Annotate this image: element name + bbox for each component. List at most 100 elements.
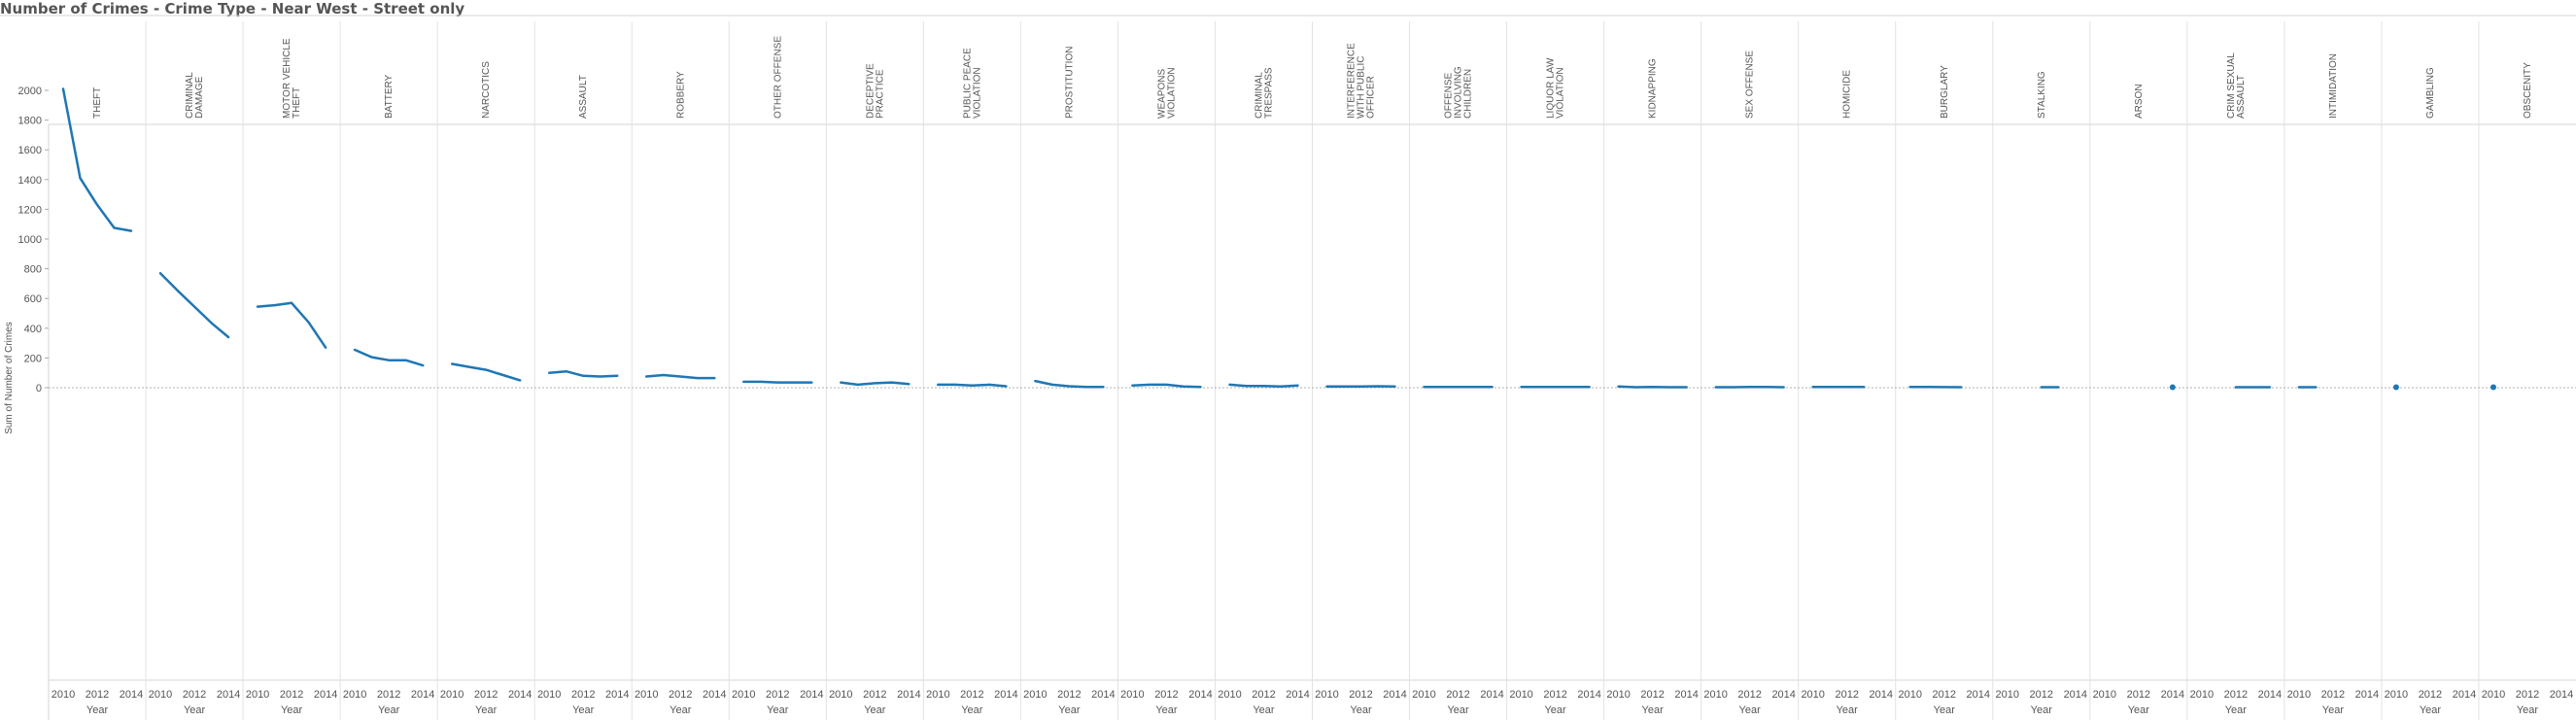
x-tick-label: 2012 (863, 689, 886, 701)
x-tick-label: 2014 (217, 689, 240, 701)
data-point (2490, 384, 2496, 391)
panel-header-label: INTERFERENCEWITH PUBLICOFFICER (1347, 43, 1377, 119)
series-line (937, 383, 1008, 388)
x-tick-label: 2010 (1509, 689, 1532, 701)
panel-header-label: ASSAULT (578, 75, 589, 119)
x-tick-label: 2014 (2258, 689, 2282, 701)
y-tick-label: 2000 (18, 86, 42, 97)
x-tick-label: 2012 (2224, 689, 2248, 701)
x-tick-label: 2010 (52, 689, 75, 701)
x-tick-label: 2012 (1057, 689, 1081, 701)
x-tick-label: 2014 (703, 689, 726, 701)
panel-header-label: BATTERY (384, 74, 395, 119)
x-tick-label: 2010 (246, 689, 269, 701)
data-point (2169, 384, 2176, 391)
x-tick-label: 2010 (1120, 689, 1144, 701)
x-tick-label: 2010 (1606, 689, 1630, 701)
y-tick-label: 1000 (18, 234, 42, 246)
x-tick-label: 2012 (1933, 689, 1956, 701)
x-tick-label: 2010 (1703, 689, 1727, 701)
x-tick-label: 2014 (605, 689, 629, 701)
x-tick-label: 2010 (926, 689, 949, 701)
x-axis-label: Year (767, 704, 789, 716)
panel-header-label: DECEPTIVEPRACTICE (865, 63, 885, 119)
chart-title: Number of Crimes - Crime Type - Near Wes… (0, 0, 465, 17)
series-line (61, 87, 133, 232)
x-axis-label: Year (1253, 704, 1275, 716)
panel-header-label: OTHER OFFENSE (773, 36, 783, 119)
x-tick-label: 2012 (377, 689, 400, 701)
x-tick-label: 2014 (994, 689, 1017, 701)
x-axis-label: Year (2128, 704, 2150, 716)
x-axis-label: Year (2225, 704, 2248, 716)
x-tick-label: 2010 (1315, 689, 1338, 701)
x-tick-label: 2010 (537, 689, 561, 701)
x-axis-label: Year (281, 704, 303, 716)
x-tick-label: 2010 (732, 689, 755, 701)
x-tick-label: 2010 (635, 689, 658, 701)
series-line (547, 369, 619, 378)
panel-header-label: CRIMINALDAMAGE (185, 72, 205, 119)
x-tick-label: 2010 (1898, 689, 1921, 701)
x-tick-label: 2012 (669, 689, 692, 701)
x-axis-label: Year (1155, 704, 1178, 716)
data-point (2392, 384, 2399, 391)
x-axis-label: Year (1837, 704, 1859, 716)
panel-header-label: HOMICIDE (1842, 70, 1853, 119)
x-tick-label: 2010 (2287, 689, 2311, 701)
x-tick-label: 2014 (2161, 689, 2184, 701)
x-tick-label: 2014 (1674, 689, 1698, 701)
x-axis-label: Year (1934, 704, 1956, 716)
panel-header-label: WEAPONSVIOLATION (1156, 67, 1177, 119)
x-tick-label: 2014 (120, 689, 143, 701)
x-tick-label: 2012 (1349, 689, 1372, 701)
x-tick-label: 2014 (1091, 689, 1115, 701)
x-tick-label: 2010 (1412, 689, 1435, 701)
x-tick-label: 2010 (149, 689, 172, 701)
x-tick-label: 2010 (2385, 689, 2408, 701)
panel-header-label: PUBLIC PEACEVIOLATION (962, 48, 982, 119)
x-axis-label: Year (864, 704, 886, 716)
x-axis-label: Year (475, 704, 498, 716)
x-tick-label: 2014 (2064, 689, 2087, 701)
x-tick-label: 2012 (1737, 689, 1761, 701)
x-tick-label: 2012 (1154, 689, 1178, 701)
series-line (1034, 379, 1105, 389)
panel-header-label: SEX OFFENSE (1745, 51, 1756, 119)
x-tick-label: 2014 (1967, 689, 1990, 701)
series-line (256, 301, 327, 349)
x-axis-label: Year (2322, 704, 2345, 716)
x-axis-label: Year (572, 704, 595, 716)
x-tick-label: 2010 (1996, 689, 2019, 701)
y-tick-label: 1400 (18, 175, 42, 187)
x-tick-label: 2012 (280, 689, 303, 701)
x-tick-label: 2012 (571, 689, 595, 701)
x-tick-label: 2012 (1446, 689, 1469, 701)
panel-header-label: PROSTITUTION (1064, 47, 1075, 119)
x-axis-label: Year (1544, 704, 1566, 716)
x-tick-label: 2014 (508, 689, 532, 701)
series-line (450, 362, 522, 382)
y-tick-label: 600 (24, 293, 42, 305)
x-tick-label: 2014 (897, 689, 920, 701)
x-tick-label: 2014 (314, 689, 337, 701)
panel-header-label: CRIMINALTRESPASS (1254, 67, 1274, 119)
x-tick-label: 2012 (1543, 689, 1566, 701)
y-tick-label: 1600 (18, 145, 42, 156)
x-axis-label: Year (1447, 704, 1469, 716)
panel-header-label: BURGLARY (1940, 65, 1950, 119)
x-tick-label: 2012 (766, 689, 789, 701)
series-line (840, 381, 910, 387)
x-tick-label: 2012 (2516, 689, 2539, 701)
panel-header-label: INTIMIDATION (2328, 53, 2339, 119)
x-axis-label: Year (1739, 704, 1762, 716)
x-tick-label: 2012 (1640, 689, 1664, 701)
panel-header-label: THEFT (92, 87, 103, 119)
x-tick-label: 2010 (1801, 689, 1824, 701)
x-tick-label: 2010 (1023, 689, 1047, 701)
x-tick-label: 2014 (411, 689, 434, 701)
x-axis-label: Year (1350, 704, 1372, 716)
panel-header-label: STALKING (2037, 71, 2047, 119)
series-line (158, 271, 230, 339)
y-tick-label: 200 (24, 353, 42, 364)
